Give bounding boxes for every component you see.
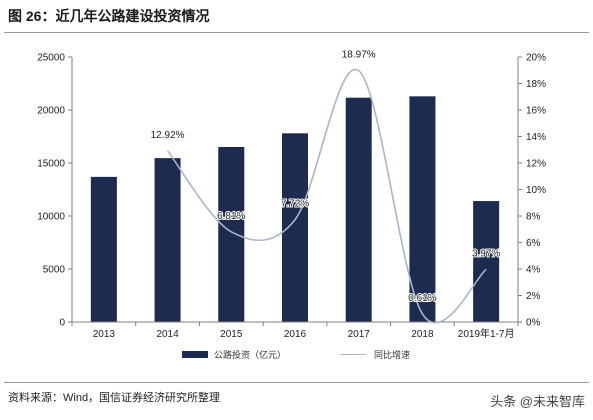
bar-2017: [345, 97, 372, 322]
x-tick-label: 2019年1-7月: [458, 327, 515, 340]
x-tick-label: 2018: [411, 329, 434, 340]
source-divider: [4, 382, 589, 383]
y-left-tick-label: 10000: [37, 212, 65, 223]
y-right-tick-label: 20%: [526, 53, 546, 64]
legend: 公路投资（亿元） 同比增速: [0, 348, 593, 364]
y-left-tick-label: 5000: [43, 265, 66, 276]
y-right-tick-label: 18%: [526, 79, 546, 90]
bar-2015: [218, 146, 245, 322]
watermark-logo: 头条 @未来智库: [490, 394, 585, 409]
growth-rate-line: [166, 68, 487, 324]
y-right-tick-label: 2%: [526, 291, 541, 302]
y-left-tick-label: 25000: [37, 53, 65, 64]
y-left-tick-label: 0: [59, 318, 65, 329]
y-right-tick-label: 6%: [526, 238, 541, 249]
y-right-tick-label: 10%: [526, 185, 546, 196]
y-right-tick-label: 4%: [526, 265, 541, 276]
data-label-2019年1-7月: 3.97%: [472, 248, 500, 259]
data-label-2017: 18.97%: [342, 50, 376, 61]
bar-2019年1-7月: [473, 201, 500, 322]
bar-2018: [409, 96, 436, 323]
y-left-tick-label: 15000: [37, 159, 65, 170]
legend-swatch-bar: [182, 351, 208, 358]
legend-label-line: 同比增速: [374, 350, 411, 360]
y-right-tick-label: 0%: [526, 318, 541, 329]
bar-2016: [282, 133, 308, 322]
y-right-tick-label: 16%: [526, 106, 546, 117]
data-label-2016: 7.72%: [281, 199, 309, 210]
legend-swatch-line: [340, 354, 366, 355]
x-tick-label: 2016: [284, 329, 307, 340]
data-label-2014: 12.92%: [151, 130, 185, 141]
legend-item-line: 同比增速: [340, 348, 410, 361]
title-divider: [4, 32, 589, 33]
x-tick-label: 2014: [156, 329, 179, 340]
source-note: 资料来源：Wind，国信证券经济研究所整理: [8, 392, 221, 404]
x-tick-label: 2015: [220, 329, 243, 340]
y-right-tick-label: 14%: [526, 132, 546, 143]
y-right-tick-label: 8%: [526, 212, 541, 223]
legend-label-bar: 公路投资（亿元）: [214, 350, 287, 360]
bar-2014: [154, 158, 181, 322]
legend-item-bar: 公路投资（亿元）: [182, 348, 286, 361]
bar-2013: [90, 176, 117, 322]
data-label-2018: 0.61%: [408, 293, 436, 304]
chart-title: 图 26：近几年公路建设投资情况: [8, 8, 210, 24]
y-right-tick-label: 12%: [526, 159, 546, 170]
x-tick-label: 2017: [348, 329, 371, 340]
y-left-tick-label: 20000: [37, 106, 65, 117]
x-tick-label: 2013: [93, 329, 116, 340]
data-label-2015: 6.81%: [217, 211, 245, 222]
